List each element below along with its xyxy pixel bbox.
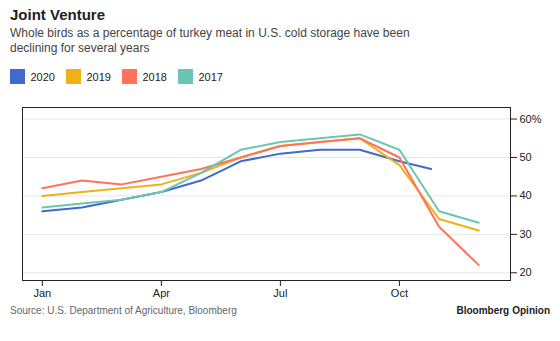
html-text:2018: 2018 xyxy=(142,70,167,83)
svg-text:30: 30 xyxy=(520,227,532,239)
html-text:2017: 2017 xyxy=(198,70,223,83)
svg-text:50: 50 xyxy=(520,150,532,162)
svg-text:Apr: Apr xyxy=(153,287,170,299)
svg-text:Jul: Jul xyxy=(273,287,287,299)
svg-text:60%: 60% xyxy=(520,112,542,124)
html-text:Joint Venture: Joint Venture xyxy=(10,6,105,23)
svg-text:Jan: Jan xyxy=(33,287,51,299)
svg-text:20: 20 xyxy=(520,266,532,278)
html-text:Bloomberg Opinion: Bloomberg Opinion xyxy=(456,304,550,316)
svg-text:Oct: Oct xyxy=(391,287,408,299)
html-text:Source: U.S. Department of Agr: Source: U.S. Department of Agriculture, … xyxy=(10,304,237,316)
html-text:2019: 2019 xyxy=(86,70,111,83)
html-text:Whole birds as a percentage of: Whole birds as a percentage of turkey me… xyxy=(10,26,410,55)
svg-text:40: 40 xyxy=(520,189,532,201)
html-text:2020: 2020 xyxy=(30,70,55,83)
